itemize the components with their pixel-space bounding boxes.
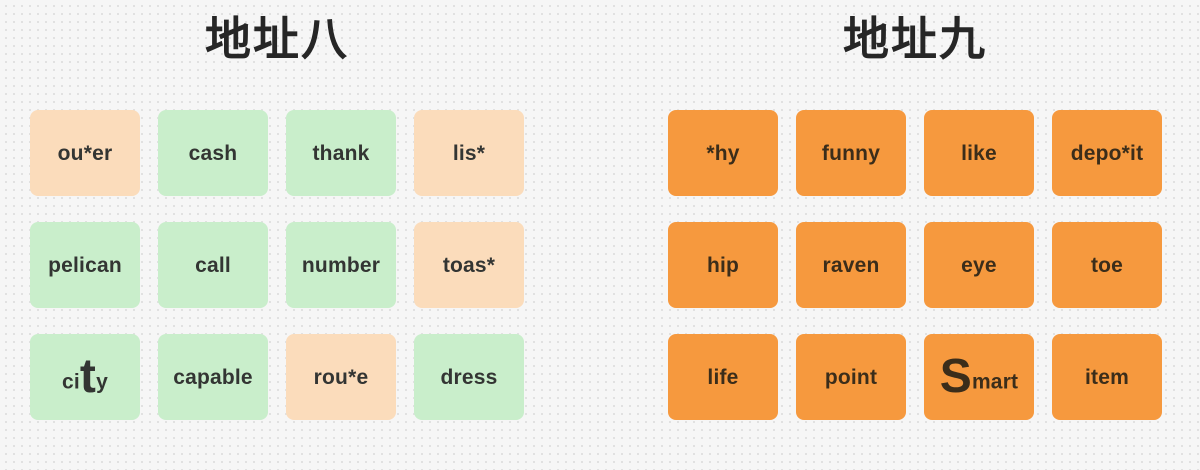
card-word: funny: [821, 141, 881, 165]
card-word: ou*er: [57, 141, 113, 165]
card-word: eye: [961, 253, 997, 277]
word-card[interactable]: *hy: [668, 110, 778, 196]
word-card[interactable]: hip: [668, 222, 778, 308]
word-card[interactable]: raven: [796, 222, 906, 308]
card-word: city: [62, 349, 108, 403]
card-word: point: [824, 365, 878, 389]
card-grid-address-8: ou*er cash thank lis* pelican call numbe…: [30, 110, 524, 420]
word-card[interactable]: rou*e: [286, 334, 396, 420]
word-card[interactable]: point: [796, 334, 906, 420]
word-card[interactable]: call: [158, 222, 268, 308]
word-card[interactable]: thank: [286, 110, 396, 196]
word-card[interactable]: life: [668, 334, 778, 420]
word-card[interactable]: Smart: [924, 334, 1034, 420]
card-word: lis*: [452, 141, 486, 165]
card-word: call: [195, 253, 231, 277]
card-word: *hy: [706, 141, 740, 165]
card-word: hip: [706, 253, 740, 277]
card-word: item: [1085, 365, 1129, 389]
card-word: toas*: [442, 253, 496, 277]
card-word: toe: [1090, 253, 1124, 277]
card-word: number: [301, 253, 381, 277]
card-word: rou*e: [313, 365, 369, 389]
card-grid-address-9: *hy funny like depo*it hip raven eye toe…: [668, 110, 1162, 420]
card-word: life: [707, 365, 739, 389]
card-word: capable: [173, 365, 253, 389]
card-word: cash: [188, 141, 238, 165]
word-card[interactable]: pelican: [30, 222, 140, 308]
word-card[interactable]: capable: [158, 334, 268, 420]
word-card[interactable]: cash: [158, 110, 268, 196]
group-title-address-9: 地址九: [843, 13, 987, 65]
card-word: Smart: [939, 349, 1019, 403]
word-card[interactable]: city: [30, 334, 140, 420]
card-word: depo*it: [1070, 141, 1144, 165]
word-card[interactable]: depo*it: [1052, 110, 1162, 196]
group-title-address-8: 地址八: [205, 13, 349, 65]
card-word: like: [961, 141, 997, 165]
group-address-8: 地址八 ou*er cash thank lis* pelican call n…: [30, 0, 524, 470]
word-card[interactable]: eye: [924, 222, 1034, 308]
word-card[interactable]: lis*: [414, 110, 524, 196]
word-card[interactable]: toas*: [414, 222, 524, 308]
card-word: pelican: [48, 253, 122, 277]
word-card[interactable]: number: [286, 222, 396, 308]
word-card[interactable]: funny: [796, 110, 906, 196]
word-card[interactable]: like: [924, 110, 1034, 196]
word-card[interactable]: item: [1052, 334, 1162, 420]
word-card[interactable]: toe: [1052, 222, 1162, 308]
word-card[interactable]: dress: [414, 334, 524, 420]
word-card[interactable]: ou*er: [30, 110, 140, 196]
card-word: raven: [822, 253, 880, 277]
group-address-9: 地址九 *hy funny like depo*it hip raven eye…: [668, 0, 1162, 470]
card-word: dress: [440, 365, 498, 389]
card-word: thank: [312, 141, 370, 165]
